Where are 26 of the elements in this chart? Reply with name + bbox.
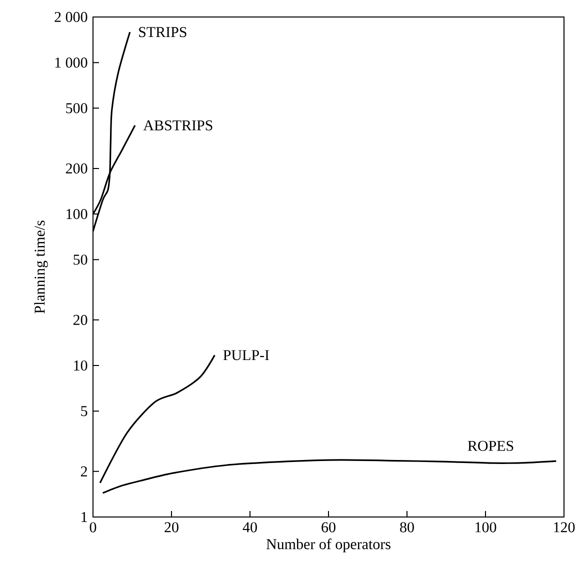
y-axis-title: Planning time/s xyxy=(34,220,48,314)
series-label: PULP-I xyxy=(223,350,269,360)
series-label: ROPES xyxy=(468,440,514,451)
x-tick-label: 40 xyxy=(242,522,257,532)
y-tick-label: 100 xyxy=(66,209,88,220)
y-tick-label: 2 xyxy=(80,466,87,476)
y-tick-label: 1 xyxy=(82,512,87,522)
line-series xyxy=(99,354,216,484)
y-tick-label: 10 xyxy=(74,360,88,371)
x-tick-label: 20 xyxy=(164,522,178,532)
y-tick-label: 200 xyxy=(66,163,88,174)
y-tick-label: 2 000 xyxy=(54,12,88,22)
x-tick-label: 120 xyxy=(554,522,575,532)
x-tick-label: 0 xyxy=(90,522,96,532)
x-tick-label: 80 xyxy=(400,522,414,532)
y-tick-label: 20 xyxy=(73,314,88,325)
series-label: STRIPS xyxy=(139,27,186,38)
x-tick-label: 100 xyxy=(476,522,496,532)
x-axis-title: Number of operators xyxy=(266,538,390,552)
y-tick-label: 500 xyxy=(66,103,88,114)
x-tick-label: 60 xyxy=(322,522,336,532)
y-tick-label: 5 xyxy=(81,406,88,416)
y-tick-label: 50 xyxy=(74,254,88,265)
series-label: ABSTRIPS xyxy=(143,120,212,130)
line-series xyxy=(102,459,557,494)
y-tick-label: 1 000 xyxy=(55,58,88,68)
